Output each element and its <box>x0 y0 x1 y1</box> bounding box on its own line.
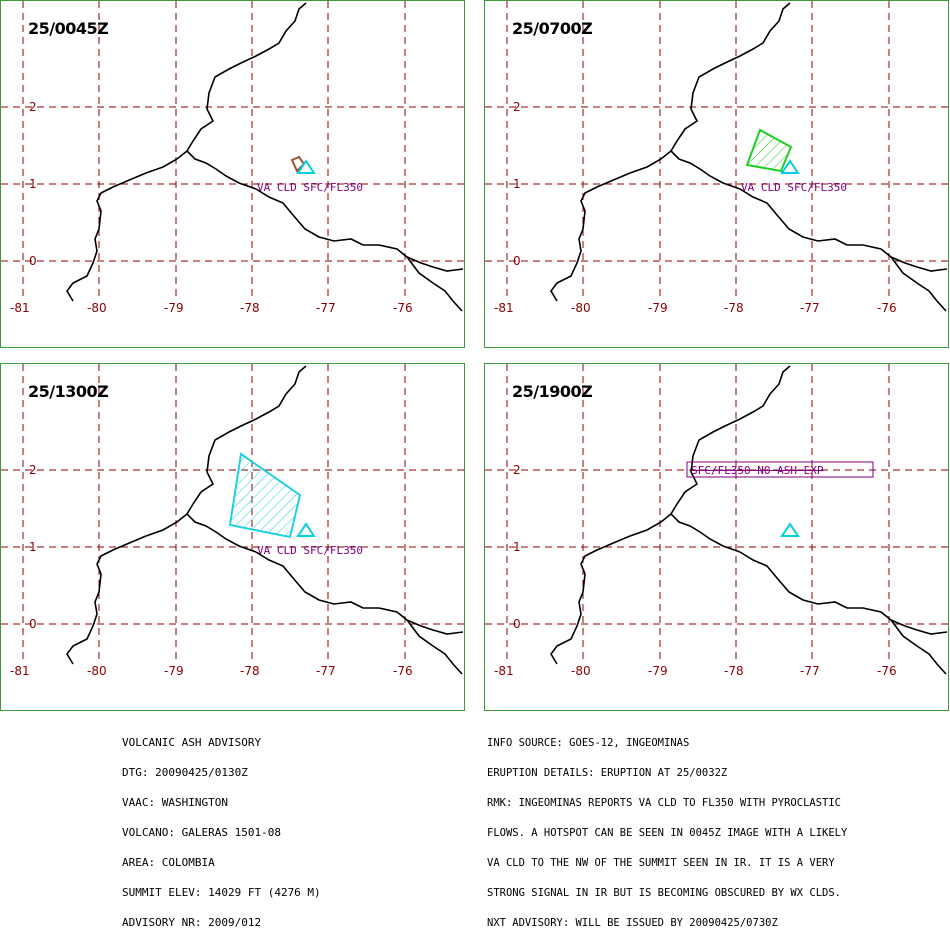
lat-tick-0: 0 <box>513 617 521 631</box>
graticule <box>485 364 950 664</box>
va-cloud-label: VA CLD SFC/FL350 <box>741 181 847 194</box>
advisory-line: AREA: COLOMBIA <box>122 856 215 869</box>
advisory-line: DTG: 20090425/0130Z <box>122 766 248 779</box>
map-svg-1900z <box>485 364 950 675</box>
lon-tick-77: -77 <box>316 301 336 315</box>
graticule <box>1 364 466 664</box>
map-panel-1300z: 25/1300Z VA CLD SFC/FL350 2 1 0 -81 -80 … <box>0 363 466 711</box>
coastline <box>66 2 464 312</box>
coastline <box>550 365 948 675</box>
advisory-line: SUMMIT ELEV: 14029 FT (4276 M) <box>122 886 321 899</box>
map-panel-0700z: 25/0700Z VA CLD SFC/FL350 2 1 0 -81 -80 … <box>484 0 950 348</box>
graticule <box>485 1 950 301</box>
lon-tick-81: -81 <box>10 301 30 315</box>
remarks-line: FLOWS. A HOTSPOT CAN BE SEEN IN 0045Z IM… <box>487 827 848 839</box>
advisory-header-block: VOLCANIC ASH ADVISORY DTG: 20090425/0130… <box>122 718 321 938</box>
lon-tick-81: -81 <box>494 301 514 315</box>
advisory-line: VOLCANO: GALERAS 1501-08 <box>122 826 281 839</box>
lat-tick-2: 2 <box>513 100 521 114</box>
panel-time-label: 25/1300Z <box>28 382 109 401</box>
no-ash-label: SFC/FL350 NO ASH EXP <box>691 464 824 477</box>
va-cloud-label: VA CLD SFC/FL350 <box>257 544 363 557</box>
volcano-triangle-icon <box>296 159 316 174</box>
lat-tick-1: 1 <box>29 177 37 191</box>
va-cloud-1300z <box>228 452 302 539</box>
graticule <box>1 1 466 301</box>
coastline <box>550 2 948 312</box>
va-cloud-label: VA CLD SFC/FL350 <box>257 181 363 194</box>
lon-tick-76: -76 <box>877 301 897 315</box>
lat-tick-0: 0 <box>513 254 521 268</box>
remarks-line: INFO SOURCE: GOES-12, INGEOMINAS <box>487 737 690 749</box>
lon-tick-81: -81 <box>10 664 30 678</box>
advisory-remarks-block: INFO SOURCE: GOES-12, INGEOMINAS ERUPTIO… <box>487 718 847 938</box>
lat-tick-0: 0 <box>29 254 37 268</box>
lat-tick-1: 1 <box>513 540 521 554</box>
advisory-line: ADVISORY NR: 2009/012 <box>122 916 262 929</box>
remarks-line: ERUPTION DETAILS: ERUPTION AT 25/0032Z <box>487 767 728 779</box>
remarks-line: NXT ADVISORY: WILL BE ISSUED BY 20090425… <box>487 917 778 929</box>
remarks-line: RMK: INGEOMINAS REPORTS VA CLD TO FL350 … <box>487 797 842 809</box>
map-panel-0045z: 25/0045Z VA CLD SFC/FL350 2 1 0 -81 -80 … <box>0 0 466 348</box>
va-cloud-0045z <box>290 155 306 173</box>
lon-tick-76: -76 <box>393 301 413 315</box>
lat-tick-0: 0 <box>29 617 37 631</box>
lon-tick-80: -80 <box>571 664 591 678</box>
lon-tick-78: -78 <box>724 301 744 315</box>
coastline <box>66 365 464 675</box>
volcano-triangle-icon <box>296 522 316 537</box>
lon-tick-79: -79 <box>648 301 668 315</box>
no-ash-box <box>686 461 874 478</box>
advisory-line: VAAC: WASHINGTON <box>122 796 228 809</box>
lon-tick-81: -81 <box>494 664 514 678</box>
lon-tick-76: -76 <box>393 664 413 678</box>
lon-tick-79: -79 <box>164 664 184 678</box>
map-svg-0700z <box>485 1 950 312</box>
lon-tick-79: -79 <box>648 664 668 678</box>
lat-tick-2: 2 <box>29 100 37 114</box>
lat-tick-2: 2 <box>513 463 521 477</box>
lon-tick-77: -77 <box>316 664 336 678</box>
volcano-triangle-icon <box>780 522 800 537</box>
panel-time-label: 25/1900Z <box>512 382 593 401</box>
lon-tick-79: -79 <box>164 301 184 315</box>
lon-tick-80: -80 <box>571 301 591 315</box>
va-cloud-0700z <box>745 128 793 173</box>
lon-tick-78: -78 <box>240 664 260 678</box>
volcano-triangle-icon <box>780 159 800 174</box>
map-svg-1300z <box>1 364 466 675</box>
remarks-line: VA CLD TO THE NW OF THE SUMMIT SEEN IN I… <box>487 857 835 869</box>
panel-time-label: 25/0045Z <box>28 19 109 38</box>
lat-tick-1: 1 <box>29 540 37 554</box>
lon-tick-80: -80 <box>87 664 107 678</box>
advisory-line: VOLCANIC ASH ADVISORY <box>122 736 262 749</box>
lon-tick-78: -78 <box>240 301 260 315</box>
panel-time-label: 25/0700Z <box>512 19 593 38</box>
lat-tick-2: 2 <box>29 463 37 477</box>
lon-tick-76: -76 <box>877 664 897 678</box>
lat-tick-1: 1 <box>513 177 521 191</box>
lon-tick-77: -77 <box>800 664 820 678</box>
map-panel-1900z: 25/1900Z SFC/FL350 NO ASH EXP 2 1 0 -81 … <box>484 363 950 711</box>
lon-tick-78: -78 <box>724 664 744 678</box>
lon-tick-77: -77 <box>800 301 820 315</box>
remarks-line: STRONG SIGNAL IN IR BUT IS BECOMING OBSC… <box>487 887 842 899</box>
map-svg-0045z <box>1 1 466 312</box>
lon-tick-80: -80 <box>87 301 107 315</box>
